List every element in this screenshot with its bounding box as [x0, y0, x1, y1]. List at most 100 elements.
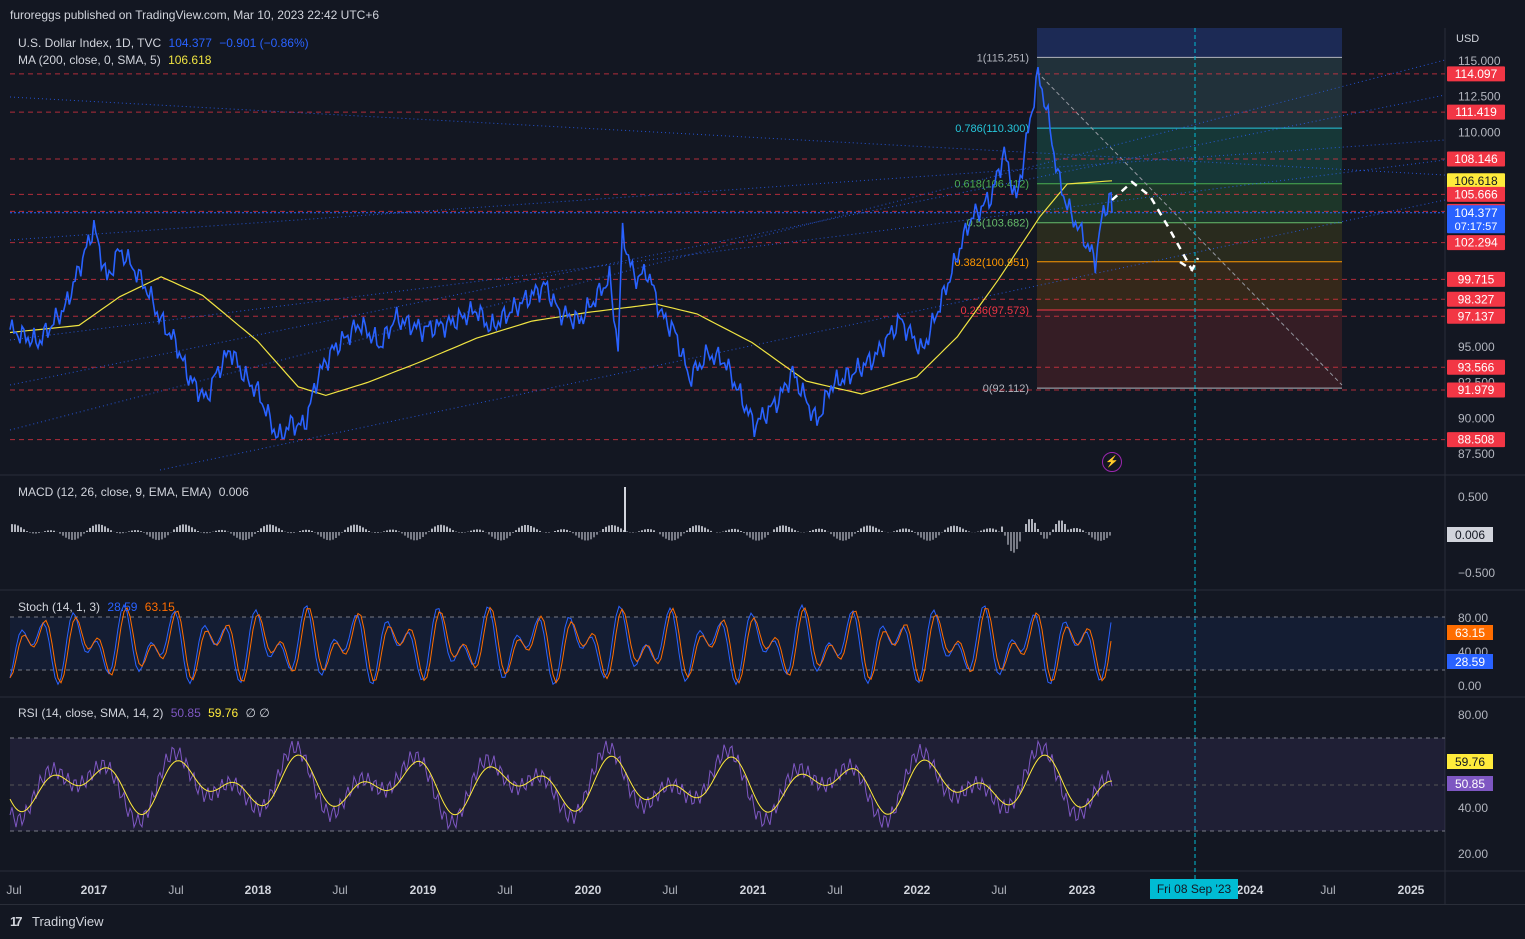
lightning-icon[interactable]: ⚡	[1102, 452, 1122, 472]
fib-level-label: 0.5(103.682)	[967, 218, 1029, 230]
stoch-k-label: 28.59	[1455, 655, 1485, 669]
price-label-bg	[1447, 291, 1505, 307]
price-tick: 95.000	[1458, 340, 1495, 354]
price-label-bg	[1447, 271, 1505, 287]
price-tick: 90.000	[1458, 411, 1495, 425]
time-tick: 2019	[410, 883, 437, 897]
price-label: 91.979	[1458, 383, 1495, 397]
channel-line	[159, 199, 1446, 471]
price-label: 88.508	[1458, 433, 1495, 447]
time-tick: 2018	[245, 883, 272, 897]
price-label-bg	[1447, 173, 1505, 189]
ma-legend[interactable]: MA (200, close, 0, SMA, 5) 106.618	[18, 53, 211, 67]
ma-label: MA (200, close, 0, SMA, 5)	[18, 53, 161, 67]
fib-level-label: 0(92.112)	[983, 383, 1029, 395]
time-tick: 2025	[1398, 883, 1425, 897]
stoch-k-line	[9, 603, 1112, 686]
stoch-label: Stoch (14, 1, 3)	[18, 600, 101, 614]
stoch-k-bg	[1447, 654, 1493, 669]
chart-area[interactable]: 1(115.251) 0.786(110.300) 0.618(106.412) 0.…	[0, 28, 1525, 904]
macd-tick: −0.500	[1458, 566, 1495, 580]
price-label-bg	[1447, 235, 1505, 251]
price-series-layer	[9, 66, 1200, 440]
price-label: 114.097	[1455, 67, 1498, 81]
projection-arrow	[1111, 180, 1200, 272]
time-tick: Jul	[827, 883, 842, 897]
channel-line	[9, 94, 1446, 386]
stoch-legend[interactable]: Stoch (14, 1, 3) 28.59 63.15	[18, 600, 175, 614]
countdown-label: 07:17:57	[1455, 221, 1498, 233]
background-layer	[0, 28, 1525, 904]
rsi-value: 50.85	[170, 706, 201, 720]
rsi-ma-value: 59.76	[208, 706, 239, 720]
fib-diagonal	[1036, 71, 1343, 386]
price-axis: 115.000112.500110.00095.00092.50090.0008…	[1447, 54, 1505, 861]
price-label-bg	[1447, 205, 1505, 234]
price-label-bg	[1447, 308, 1505, 324]
stoch-tick: 0.00	[1458, 679, 1482, 693]
fib-band	[1037, 310, 1342, 389]
price-label: 97.137	[1458, 309, 1495, 323]
rsi-tick: 80.00	[1458, 708, 1488, 722]
main-legend[interactable]: U.S. Dollar Index, 1D, TVC 104.377 −0.90…	[18, 36, 309, 50]
time-tick: Jul	[332, 883, 347, 897]
rsi-ma-bg	[1447, 754, 1493, 769]
price-label: 102.294	[1454, 236, 1498, 250]
dxy-price-line	[9, 66, 1113, 440]
fib-band	[1037, 183, 1342, 223]
price-label: 106.618	[1454, 174, 1498, 188]
fib-level-label: 0.786(110.300)	[955, 123, 1029, 135]
tradingview-logo-icon: 17	[10, 914, 22, 929]
chart-svg[interactable]: 1(115.251)0.786(110.300)0.618(106.412)0.…	[0, 28, 1525, 904]
rsi-tick: 40.00	[1458, 801, 1488, 815]
price-tick: 112.500	[1458, 90, 1501, 104]
time-tick: 2017	[81, 883, 108, 897]
price-label-bg	[1447, 66, 1505, 82]
macd-legend[interactable]: MACD (12, 26, close, 9, EMA, EMA) 0.006	[18, 485, 249, 499]
time-tick: 2020	[575, 883, 602, 897]
price-label-bg	[1447, 186, 1505, 202]
trend-channel-lines	[9, 59, 1446, 471]
rsi-extra: ∅ ∅	[245, 706, 270, 720]
ma-200-line	[9, 180, 1113, 397]
price-label: 105.666	[1454, 187, 1498, 201]
price-change: −0.901 (−0.86%)	[219, 36, 309, 50]
fib-level-label: 1(115.251)	[977, 52, 1029, 64]
rsi-tick: 20.00	[1458, 847, 1488, 861]
stoch-tick: 80.00	[1458, 611, 1488, 625]
horizontal-dashed-levels	[10, 28, 1445, 879]
time-tick: Jul	[662, 883, 677, 897]
price-label-bg	[1447, 382, 1505, 398]
stoch-d-bg	[1447, 625, 1493, 640]
time-tick: Jul	[6, 883, 21, 897]
price-label: 99.715	[1458, 272, 1495, 286]
time-tick: Jul	[168, 883, 183, 897]
rsi-legend[interactable]: RSI (14, close, SMA, 14, 2) 50.85 59.76 …	[18, 706, 270, 720]
tradingview-logo[interactable]: 17 TradingView	[10, 914, 104, 929]
rsi-label: RSI (14, close, SMA, 14, 2)	[18, 706, 164, 720]
price-label: 111.419	[1455, 105, 1497, 119]
footer: 17 TradingView	[0, 904, 1525, 939]
price-label-bg	[1447, 432, 1505, 448]
price-label: 98.327	[1458, 292, 1495, 306]
ma-value: 106.618	[168, 53, 212, 67]
oscillator-panes	[9, 487, 1445, 832]
price-label: 104.377	[1454, 206, 1498, 220]
time-axis: Jul 2017 Jul 2018 Jul 2019 Jul 2020 Jul 2021 Jul 20…	[6, 883, 1424, 897]
price-tick: 115.000	[1458, 54, 1501, 68]
currency-label[interactable]: USD	[1456, 33, 1480, 45]
rsi-label: 50.85	[1455, 777, 1485, 791]
price-label-bg	[1447, 151, 1505, 167]
macd-value-label: 0.006	[1455, 528, 1485, 542]
price-tick: 87.500	[1458, 447, 1495, 461]
macd-label: MACD (12, 26, close, 9, EMA, EMA)	[18, 485, 212, 499]
time-tick: 2023	[1069, 883, 1096, 897]
time-tick: Jul	[497, 883, 512, 897]
price-label-bg	[1447, 359, 1505, 375]
rsi-bg	[1447, 776, 1493, 791]
channel-line	[9, 59, 1446, 431]
time-tick: 2021	[740, 883, 767, 897]
time-tick: 2022	[904, 883, 931, 897]
rsi-ma-label: 59.76	[1455, 755, 1485, 769]
time-tick: 2024	[1237, 883, 1264, 897]
